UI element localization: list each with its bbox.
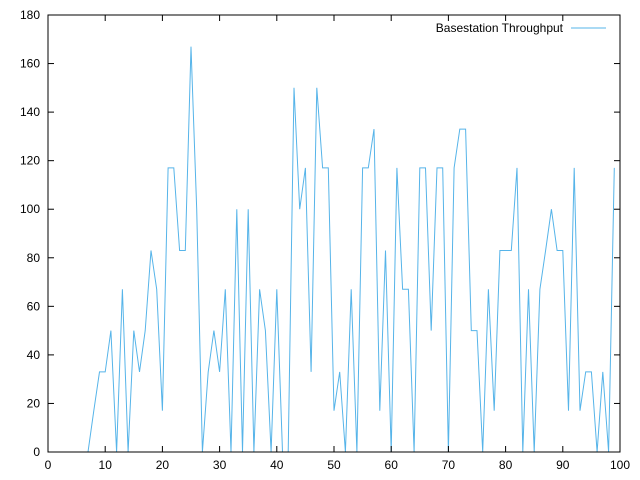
x-tick-label: 90 [556,458,570,472]
y-tick-label: 20 [27,396,41,410]
x-tick-label: 70 [442,458,456,472]
x-tick-label: 40 [270,458,284,472]
x-tick-label: 60 [385,458,399,472]
x-tick-label: 0 [45,458,52,472]
plot-area [48,46,615,453]
x-tick-label: 80 [499,458,513,472]
y-tick-label: 140 [20,105,40,119]
x-tick-label: 20 [156,458,170,472]
y-tick-label: 100 [20,202,40,216]
x-axis: 0 10 20 30 40 50 60 70 80 90 100 [45,15,630,472]
y-tick-label: 160 [20,57,40,71]
y-tick-label: 40 [27,348,41,362]
y-tick-label: 120 [20,154,40,168]
series-line [48,46,615,453]
x-tick-label: 10 [99,458,113,472]
y-tick-label: 0 [33,445,40,459]
y-tick-label: 80 [27,251,41,265]
x-tick-label: 100 [610,458,630,472]
y-tick-label: 60 [27,299,41,313]
plot-frame [47,14,621,453]
x-tick-label: 50 [327,458,341,472]
x-tick-label: 30 [213,458,227,472]
legend-label: Basestation Throughput [436,21,564,35]
y-axis: 0 20 40 60 80 100 120 140 160 180 [20,8,620,459]
legend: Basestation Throughput [436,21,606,35]
y-tick-label: 180 [20,8,40,22]
